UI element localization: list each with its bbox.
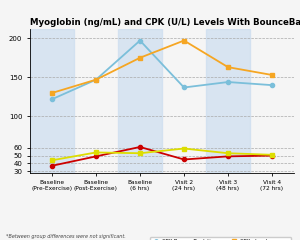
Legend: CPK BounceBack™, Myoglobin BounceBack™, CPK placebo, Myoglobin placebo: CPK BounceBack™, Myoglobin BounceBack™, … xyxy=(150,237,291,240)
Bar xyxy=(206,29,250,173)
Text: Myoglobin (ng/mL) and CPK (U/L) Levels With BounceBack™*: Myoglobin (ng/mL) and CPK (U/L) Levels W… xyxy=(30,18,300,27)
Bar xyxy=(30,29,74,173)
Text: *Between group differences were not significant.: *Between group differences were not sign… xyxy=(6,234,126,239)
Bar xyxy=(118,29,162,173)
